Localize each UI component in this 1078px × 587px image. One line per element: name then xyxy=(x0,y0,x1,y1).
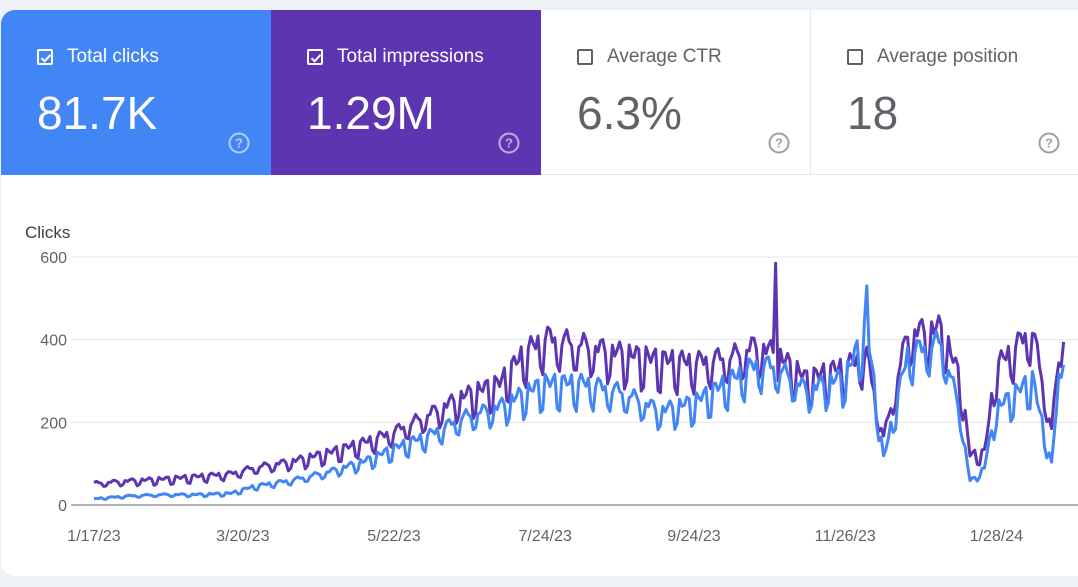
metric-value: 6.3% xyxy=(577,87,682,139)
performance-panel: Total clicks 81.7K ? Total impressions 1… xyxy=(1,10,1078,576)
metric-label: Average position xyxy=(877,46,1019,67)
metric-card-average-position[interactable]: Average position 18 ? xyxy=(811,10,1078,175)
clicks-chart: Clicks 0 200 400 600 1/17/23 3/20/23 5/22/23 7… xyxy=(1,175,1078,576)
svg-text:?: ? xyxy=(235,136,243,151)
help-circle-icon[interactable]: ? xyxy=(767,131,791,155)
metric-card-total-impressions[interactable]: Total impressions 1.29M ? xyxy=(271,10,541,175)
x-tick-label: 1/28/24 xyxy=(970,528,1023,545)
svg-text:?: ? xyxy=(1045,136,1053,151)
help-circle-icon[interactable]: ? xyxy=(497,131,521,155)
chart-svg: Clicks 0 200 400 600 1/17/23 3/20/23 5/22/23 7… xyxy=(25,223,1078,545)
svg-text:?: ? xyxy=(505,136,513,151)
series-line-clicks xyxy=(93,284,1066,501)
x-tick-label: 9/24/23 xyxy=(667,528,720,545)
metric-card-average-ctr[interactable]: Average CTR 6.3% ? xyxy=(541,10,811,175)
x-tick-label: 11/26/23 xyxy=(815,528,876,545)
metric-cards: Total clicks 81.7K ? Total impressions 1… xyxy=(1,10,1078,175)
metric-label: Total impressions xyxy=(337,46,484,67)
y-tick-label: 200 xyxy=(40,415,67,432)
metric-label: Average CTR xyxy=(607,46,722,67)
metric-card-total-clicks[interactable]: Total clicks 81.7K ? xyxy=(1,10,271,175)
svg-text:?: ? xyxy=(775,136,783,151)
series-lines xyxy=(93,261,1066,501)
checkbox-unchecked-icon[interactable] xyxy=(847,49,863,65)
y-tick-label: 400 xyxy=(40,333,67,350)
y-tick-label: 600 xyxy=(40,250,67,267)
gridlines xyxy=(71,256,1078,506)
metric-label: Total clicks xyxy=(67,46,159,67)
x-tick-label: 3/20/23 xyxy=(216,528,269,545)
x-tick-label: 1/17/23 xyxy=(67,528,120,545)
series-line-impressions xyxy=(93,261,1066,488)
metric-value: 1.29M xyxy=(307,87,435,139)
help-circle-icon[interactable]: ? xyxy=(1037,131,1061,155)
metric-value: 18 xyxy=(847,87,899,139)
checkbox-unchecked-icon[interactable] xyxy=(577,49,593,65)
y-axis-ticks: 0 200 400 600 xyxy=(40,250,67,515)
checkbox-checked-icon[interactable] xyxy=(37,49,53,65)
x-tick-label: 5/22/23 xyxy=(367,528,420,545)
help-circle-icon[interactable]: ? xyxy=(227,131,251,155)
y-tick-label: 0 xyxy=(58,498,67,515)
checkbox-checked-icon[interactable] xyxy=(307,49,323,65)
x-tick-label: 7/24/23 xyxy=(519,528,572,545)
x-axis-ticks: 1/17/23 3/20/23 5/22/23 7/24/23 9/24/23 11/26… xyxy=(67,528,1023,545)
y-axis-title: Clicks xyxy=(25,223,70,242)
metric-value: 81.7K xyxy=(37,87,158,139)
